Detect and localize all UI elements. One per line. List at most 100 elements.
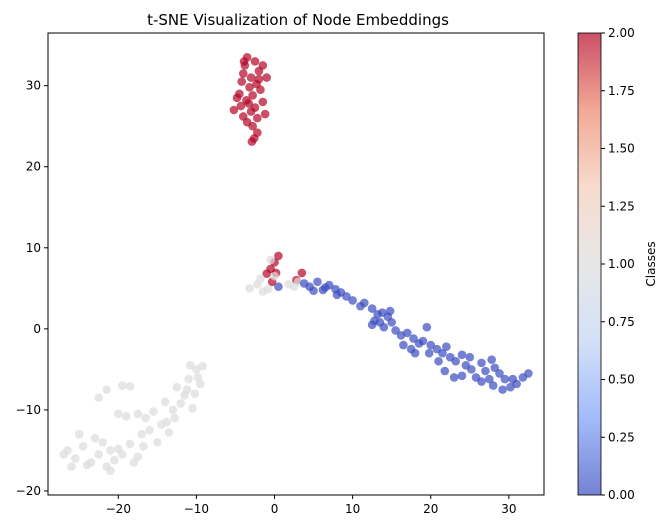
scatter-point <box>253 113 262 123</box>
scatter-point <box>299 279 309 288</box>
scatter-point <box>297 268 307 278</box>
scatter-point <box>451 356 461 366</box>
scatter-point <box>237 77 247 86</box>
scatter-point <box>117 450 127 459</box>
scatter-point <box>71 454 80 463</box>
x-tick-label: 30 <box>501 502 516 516</box>
scatter-point <box>424 348 434 358</box>
scatter-point <box>94 393 104 403</box>
scatter-point <box>106 446 115 455</box>
scatter-point <box>399 340 408 350</box>
scatter-point <box>188 403 197 413</box>
scatter-point <box>182 385 192 394</box>
scatter-point <box>74 429 84 439</box>
colorbar-tick-label: 2.00 <box>608 26 635 40</box>
scatter-point <box>59 450 68 459</box>
scatter-point <box>232 93 242 103</box>
scatter-point <box>418 336 428 346</box>
plot-area-frame <box>47 32 545 496</box>
scatter-point <box>422 322 432 332</box>
scatter-point <box>196 379 205 389</box>
scatter-point <box>524 369 533 378</box>
scatter-point <box>262 73 272 82</box>
scatter-point <box>434 356 443 366</box>
scatter-point <box>270 271 279 281</box>
scatter-point <box>274 251 283 261</box>
scatter-point <box>320 283 330 292</box>
scatter-point <box>467 365 476 374</box>
scatter-point <box>367 304 377 313</box>
scatter-point <box>260 109 270 119</box>
scatter-point <box>125 382 135 391</box>
scatter-point <box>385 306 395 316</box>
scatter-point <box>246 73 256 82</box>
scatter-point <box>495 369 504 378</box>
scatter-point <box>94 450 104 459</box>
scatter-point <box>440 366 450 376</box>
scatter-point <box>193 373 203 382</box>
scatter-point <box>185 361 195 370</box>
scatter-point <box>106 466 115 475</box>
scatter-point <box>250 57 260 66</box>
colorbar-tick-label: 0.25 <box>608 430 635 444</box>
scatter-point <box>149 407 158 416</box>
scatter-point <box>490 363 500 373</box>
x-tick-label: 10 <box>345 502 360 516</box>
chart-title: t-SNE Visualization of Node Embeddings <box>147 11 449 29</box>
scatter-point <box>67 462 76 471</box>
scatter-point <box>262 269 272 279</box>
scatter-point <box>247 137 257 146</box>
scatter-point <box>244 99 254 108</box>
scatter-point <box>342 292 351 301</box>
scatter-point <box>485 374 494 384</box>
scatter-point <box>263 284 273 294</box>
scatter-point <box>117 381 127 390</box>
scatter-point <box>248 121 257 131</box>
scatter-point <box>125 439 135 449</box>
scatter-point <box>198 361 207 371</box>
scatter-point <box>129 458 139 467</box>
scatter-point <box>332 290 342 300</box>
scatter-point <box>375 318 385 327</box>
scatter-point <box>246 107 256 116</box>
scatter-point <box>248 91 257 100</box>
y-tick-label: −20 <box>16 484 41 498</box>
colorbar-tick-label: 1.00 <box>608 257 635 271</box>
scatter-point <box>168 405 178 415</box>
y-tick-label: 10 <box>26 241 41 255</box>
scatter-point <box>266 255 275 265</box>
scatter-point <box>170 413 179 423</box>
scatter-point <box>348 296 357 305</box>
scatter-point <box>137 429 147 439</box>
y-tick-label: 30 <box>26 79 41 93</box>
scatter-point <box>102 385 111 394</box>
scatter-point <box>487 355 496 364</box>
scatter-point <box>254 74 264 84</box>
scatter-point <box>508 374 518 384</box>
y-tick-label: 0 <box>33 322 41 336</box>
scatter-point <box>438 348 447 358</box>
scatter-point <box>465 352 475 362</box>
scatter-point <box>141 413 150 423</box>
scatter-points <box>59 53 533 475</box>
scatter-point <box>238 69 248 78</box>
scatter-point <box>256 85 265 95</box>
scatter-point <box>498 385 507 394</box>
scatter-point <box>190 389 200 398</box>
scatter-point <box>360 298 369 308</box>
x-tick-label: 0 <box>271 502 279 516</box>
x-axis-ticks: −20 −10 0 10 20 30 <box>106 495 516 516</box>
scatter-point <box>442 342 451 351</box>
scatter-point <box>410 348 420 358</box>
scatter-point <box>160 397 170 407</box>
scatter-point <box>449 373 459 382</box>
scatter-point <box>121 412 131 421</box>
scatter-point <box>500 374 510 384</box>
x-tick-label: −10 <box>184 502 209 516</box>
scatter-point <box>309 286 318 296</box>
scatter-point <box>457 371 467 381</box>
scatter-point <box>239 57 249 66</box>
scatter-point <box>256 274 265 283</box>
scatter-point <box>274 282 283 291</box>
